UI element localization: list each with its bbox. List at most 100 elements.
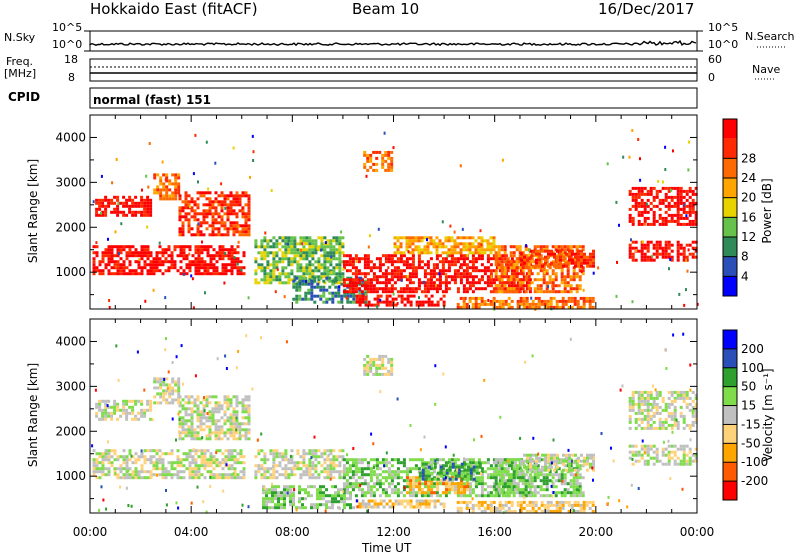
power-colorbar-swatch — [723, 276, 737, 296]
velocity-cell — [504, 485, 507, 488]
power-cell — [224, 203, 227, 206]
velocity-cell — [186, 455, 189, 458]
power-cell — [296, 248, 299, 251]
velocity-cell — [430, 461, 433, 464]
velocity-cell — [156, 386, 159, 389]
velocity-cell — [323, 470, 326, 473]
power-cell — [293, 251, 296, 254]
power-cell — [299, 269, 302, 272]
power-cell — [105, 263, 108, 266]
velocity-cell — [502, 494, 505, 497]
power-cell — [508, 281, 511, 284]
velocity-cell — [185, 434, 188, 437]
velocity-cell — [236, 398, 239, 401]
velocity-cell — [159, 455, 162, 458]
velocity-cell — [233, 410, 236, 413]
power-cell — [355, 281, 358, 284]
velocity-cell — [433, 482, 436, 485]
velocity-cell — [313, 506, 316, 509]
power-cell — [287, 248, 290, 251]
power-cell — [316, 286, 319, 289]
power-cell — [638, 187, 641, 190]
power-cell — [656, 190, 659, 193]
power-colorbar-swatch — [723, 257, 737, 277]
velocity-cell — [427, 482, 430, 485]
power-cell — [641, 214, 644, 217]
velocity-cell — [367, 491, 370, 494]
velocity-cell — [290, 461, 293, 464]
power-cell — [313, 286, 316, 289]
power-cell — [364, 257, 367, 260]
power-cell — [254, 242, 257, 245]
velocity-cell — [379, 485, 382, 488]
power-cell — [547, 306, 550, 309]
power-cell — [311, 254, 314, 257]
power-cell — [513, 263, 516, 266]
velocity-cell — [460, 485, 463, 488]
velocity-cell — [376, 464, 379, 467]
velocity-cell — [239, 401, 242, 404]
velocity-cell — [101, 418, 104, 421]
power-cell — [263, 257, 266, 260]
velocity-cell — [165, 377, 168, 380]
power-cell — [331, 292, 334, 295]
power-cell — [230, 206, 233, 209]
velocity-cell — [531, 476, 534, 479]
power-cell — [284, 266, 287, 269]
power-cell — [644, 253, 647, 256]
power-cell — [120, 269, 123, 272]
power-cell — [191, 233, 194, 236]
velocity-cell — [101, 409, 104, 412]
power-speckle — [224, 207, 226, 210]
power-cell — [460, 254, 463, 257]
velocity-cell — [215, 410, 218, 413]
power-cell — [400, 269, 403, 272]
power-cell — [197, 203, 200, 206]
power-cell — [692, 220, 695, 223]
power-cell — [472, 281, 475, 284]
power-cell — [272, 275, 275, 278]
power-cell — [143, 199, 146, 202]
velocity-cell — [458, 466, 461, 469]
power-cell — [397, 236, 400, 239]
power-cell — [201, 251, 204, 254]
power-cell — [278, 242, 281, 245]
velocity-cell — [129, 449, 132, 452]
velocity-cell — [117, 455, 120, 458]
velocity-cell — [284, 476, 287, 479]
power-cell — [146, 199, 149, 202]
power-cell — [123, 248, 126, 251]
power-speckle — [615, 201, 617, 204]
power-cell — [650, 187, 653, 190]
power-cell — [141, 257, 144, 260]
velocity-cell — [213, 461, 216, 464]
velocity-cell — [436, 482, 439, 485]
velocity-cell — [442, 491, 445, 494]
velocity-cell — [147, 470, 150, 473]
power-cell — [501, 275, 504, 278]
velocity-cell — [245, 398, 248, 401]
power-cell — [204, 269, 207, 272]
power-cell — [490, 281, 493, 284]
power-cell — [213, 266, 216, 269]
power-cell — [338, 269, 341, 272]
velocity-cell — [265, 500, 268, 503]
velocity-cell — [231, 455, 234, 458]
power-cell — [221, 215, 224, 218]
velocity-cell — [552, 473, 555, 476]
power-colorbar-swatch — [723, 217, 737, 237]
power-cell — [592, 253, 595, 256]
power-cell — [537, 272, 540, 275]
power-speckle — [544, 271, 546, 274]
power-cell — [638, 220, 641, 223]
velocity-cell — [451, 458, 454, 461]
power-cell — [387, 166, 390, 169]
power-cell — [307, 280, 310, 283]
velocity-cell — [332, 458, 335, 461]
power-cell — [677, 199, 680, 202]
power-cell — [384, 151, 387, 154]
power-cell — [302, 272, 305, 275]
power-cell — [215, 206, 218, 209]
velocity-cell — [135, 470, 138, 473]
power-cell — [141, 269, 144, 272]
